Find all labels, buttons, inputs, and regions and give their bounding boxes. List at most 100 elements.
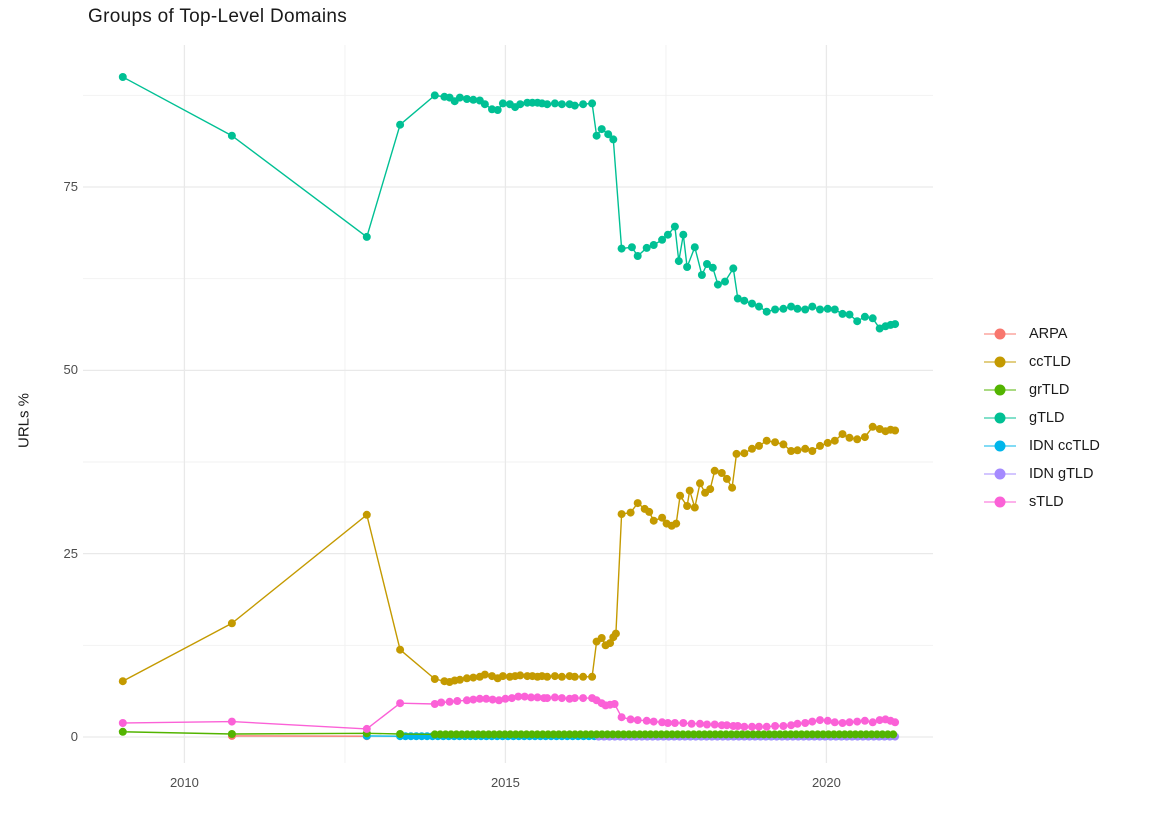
- legend-key-icon: [984, 412, 1016, 424]
- series-line: [122, 425, 896, 683]
- data-point: [690, 243, 699, 252]
- data-point: [793, 446, 802, 455]
- data-point: [722, 474, 731, 483]
- data-point: [816, 305, 824, 314]
- data-point: [670, 719, 679, 727]
- data-point: [642, 716, 651, 725]
- data-point: [606, 639, 615, 648]
- data-point: [787, 302, 796, 311]
- data-point: [362, 232, 371, 241]
- y-tick-label: 0: [70, 728, 78, 744]
- data-point: [501, 694, 510, 703]
- data-point: [543, 672, 552, 681]
- data-point: [717, 469, 726, 477]
- data-point: [445, 697, 454, 706]
- data-point: [721, 277, 729, 286]
- data-point: [853, 317, 862, 326]
- data-point: [455, 675, 464, 684]
- data-point: [713, 280, 722, 289]
- data-point: [570, 672, 579, 681]
- data-point: [685, 486, 694, 495]
- x-tick-label: 2010: [169, 775, 199, 790]
- y-tick-label: 25: [63, 545, 78, 561]
- data-point: [480, 670, 489, 679]
- data-point: [533, 693, 542, 702]
- data-point: [550, 693, 559, 702]
- data-point: [495, 696, 503, 705]
- data-point: [860, 312, 869, 321]
- data-point: [579, 100, 588, 109]
- data-point: [455, 93, 464, 102]
- data-point: [514, 692, 523, 701]
- data-point: [830, 305, 839, 314]
- data-point: [787, 447, 796, 455]
- data-point: [679, 230, 688, 239]
- data-point: [703, 720, 711, 729]
- data-point: [823, 716, 832, 725]
- data-point: [706, 485, 715, 494]
- data-point: [658, 235, 667, 244]
- chart-title: Groups of Top-Level Domains: [88, 6, 348, 27]
- data-point: [617, 510, 626, 519]
- data-point: [626, 715, 635, 724]
- data-point: [516, 100, 525, 109]
- data-point: [771, 305, 780, 314]
- data-point: [779, 722, 788, 730]
- data-point: [227, 717, 236, 726]
- data-point: [875, 716, 884, 725]
- data-point: [396, 645, 405, 654]
- data-point: [683, 263, 692, 271]
- data-point: [670, 222, 679, 231]
- data-point: [823, 304, 832, 313]
- data-point: [557, 672, 566, 681]
- legend-key-icon: [984, 440, 1016, 452]
- data-point: [227, 619, 236, 628]
- data-point: [118, 73, 127, 81]
- data-point: [801, 305, 810, 314]
- y-tick-label: 75: [63, 179, 78, 195]
- data-point: [793, 304, 802, 313]
- data-point: [520, 692, 529, 701]
- data-point: [687, 719, 696, 728]
- data-point: [557, 100, 566, 109]
- data-point: [732, 449, 741, 458]
- data-point: [779, 440, 788, 449]
- data-point: [430, 700, 439, 708]
- data-point: [633, 499, 642, 508]
- legend-label: IDN gTLD: [1029, 466, 1094, 482]
- data-point: [462, 95, 471, 103]
- data-point: [493, 106, 502, 114]
- legend: ARPA ccTLD grTLD gTLD IDN ccTLD IDN gTLD sTLD: [983, 320, 1100, 516]
- data-point: [801, 444, 810, 453]
- data-point: [853, 435, 862, 444]
- data-point: [482, 694, 491, 703]
- series-cctld: [118, 422, 900, 686]
- series-line: [122, 695, 896, 730]
- data-point: [475, 694, 484, 703]
- data-point: [771, 438, 780, 447]
- data-point: [703, 260, 711, 268]
- data-point: [891, 426, 900, 435]
- legend-key-icon: [984, 328, 1016, 340]
- legend-item-idn-gtld: IDN gTLD: [983, 460, 1100, 488]
- data-point: [740, 722, 749, 731]
- data-point: [649, 241, 658, 249]
- data-point: [891, 718, 900, 727]
- data-point: [462, 674, 471, 683]
- data-point: [642, 243, 651, 252]
- data-point: [845, 433, 854, 442]
- data-point: [430, 675, 439, 683]
- data-point: [658, 513, 667, 522]
- legend-item-gtld: gTLD: [983, 404, 1100, 432]
- data-point: [597, 634, 606, 642]
- data-point: [672, 519, 681, 528]
- data-point: [469, 673, 478, 682]
- data-point: [710, 720, 719, 729]
- data-point: [610, 700, 619, 708]
- data-point: [696, 479, 704, 488]
- data-point: [627, 243, 636, 252]
- data-point: [609, 135, 618, 144]
- x-tick-label: 2015: [490, 775, 520, 790]
